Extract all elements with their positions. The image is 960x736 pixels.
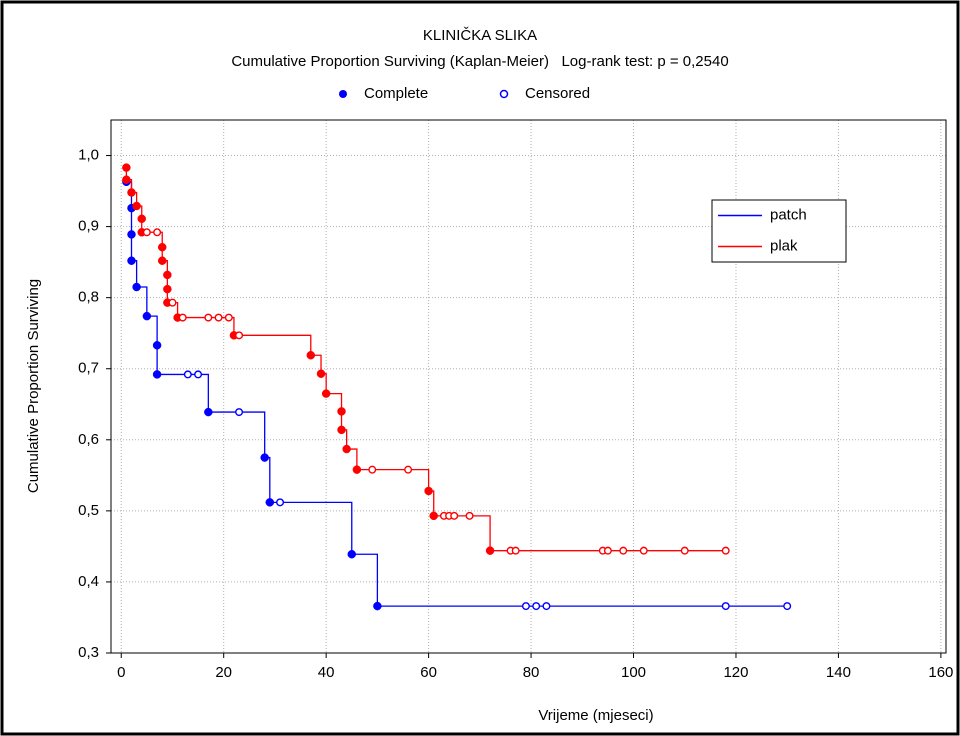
- y-axis-label: Cumulative Proportion Surviving: [25, 279, 42, 493]
- complete-marker: [163, 284, 172, 294]
- y-tick-label: 0,3: [78, 644, 99, 661]
- legend-complete-marker: [339, 90, 347, 98]
- censored-marker: [542, 602, 551, 611]
- y-tick-label: 0,4: [78, 573, 99, 590]
- x-tick-label: 20: [215, 664, 232, 681]
- y-tick-label: 0,6: [78, 431, 99, 448]
- censored-marker: [276, 498, 285, 507]
- complete-marker: [316, 369, 326, 378]
- complete-marker: [424, 486, 433, 496]
- chart-title: KLINIČKA SLIKA: [423, 27, 537, 44]
- legend-censored-label: Censored: [525, 85, 590, 102]
- censored-marker: [168, 298, 177, 307]
- censored-marker: [368, 465, 377, 474]
- x-tick-label: 0: [117, 664, 125, 681]
- censored-marker: [450, 511, 459, 520]
- y-tick-label: 0,9: [78, 218, 99, 235]
- legend-label: patch: [770, 206, 807, 223]
- censored-marker: [639, 546, 648, 555]
- complete-marker: [485, 546, 495, 555]
- censored-marker: [619, 546, 628, 555]
- complete-marker: [132, 201, 141, 211]
- censored-marker: [532, 602, 541, 611]
- complete-marker: [127, 256, 136, 265]
- plot-area: [110, 119, 947, 654]
- x-tick-label: 100: [621, 664, 646, 681]
- legend-complete-label: Complete: [364, 85, 428, 102]
- x-axis-label: Vrijeme (mjeseci): [538, 707, 653, 724]
- censored-marker: [603, 546, 612, 555]
- complete-marker: [163, 270, 172, 280]
- complete-marker: [337, 425, 346, 435]
- censored-marker: [721, 602, 730, 611]
- x-tick-label: 120: [723, 664, 748, 681]
- complete-marker: [152, 341, 162, 350]
- complete-marker: [152, 370, 162, 379]
- y-tick-label: 1,0: [78, 147, 99, 164]
- y-tick-label: 0,8: [78, 289, 99, 306]
- legend-censored-marker: [499, 89, 509, 99]
- censored-marker: [142, 228, 151, 237]
- complete-marker: [137, 214, 146, 224]
- x-tick-label: 40: [318, 664, 335, 681]
- complete-marker: [347, 549, 357, 559]
- legend-box: [711, 199, 847, 263]
- complete-marker: [260, 453, 269, 462]
- censored-marker: [680, 546, 689, 555]
- complete-marker: [122, 175, 131, 184]
- censored-marker: [183, 370, 192, 379]
- complete-marker: [306, 350, 316, 360]
- censored-marker: [153, 228, 162, 237]
- complete-marker: [429, 511, 438, 521]
- x-tick-label: 80: [523, 664, 540, 681]
- y-tick-label: 0,5: [78, 502, 99, 519]
- y-tick-label: 0,7: [78, 360, 99, 377]
- x-tick-label: 60: [420, 664, 437, 681]
- complete-marker: [127, 188, 136, 197]
- censored-marker: [214, 313, 223, 322]
- censored-marker: [721, 546, 730, 555]
- complete-marker: [321, 389, 331, 398]
- complete-marker: [337, 407, 346, 416]
- complete-marker: [352, 465, 362, 474]
- x-tick-label: 140: [826, 664, 851, 681]
- censored-marker: [235, 408, 244, 417]
- x-tick-label: 160: [928, 664, 953, 681]
- censored-marker: [521, 602, 530, 611]
- censored-marker: [465, 511, 474, 520]
- censored-marker: [235, 331, 244, 340]
- complete-marker: [204, 407, 213, 417]
- censored-marker: [404, 465, 413, 474]
- chart-subtitle: Cumulative Proportion Surviving (Kaplan-…: [231, 53, 728, 70]
- legend-label: plak: [770, 237, 798, 254]
- censored-marker: [204, 313, 213, 322]
- censored-marker: [511, 546, 520, 555]
- complete-marker: [373, 601, 382, 611]
- complete-marker: [132, 282, 141, 292]
- complete-marker: [127, 230, 136, 239]
- complete-marker: [265, 498, 275, 507]
- censored-marker: [194, 370, 203, 379]
- complete-marker: [157, 242, 167, 252]
- censored-marker: [178, 313, 187, 322]
- complete-marker: [122, 163, 131, 172]
- censored-marker: [783, 602, 792, 611]
- complete-marker: [157, 256, 167, 265]
- complete-marker: [142, 311, 152, 321]
- complete-marker: [342, 444, 351, 454]
- censored-marker: [224, 313, 233, 322]
